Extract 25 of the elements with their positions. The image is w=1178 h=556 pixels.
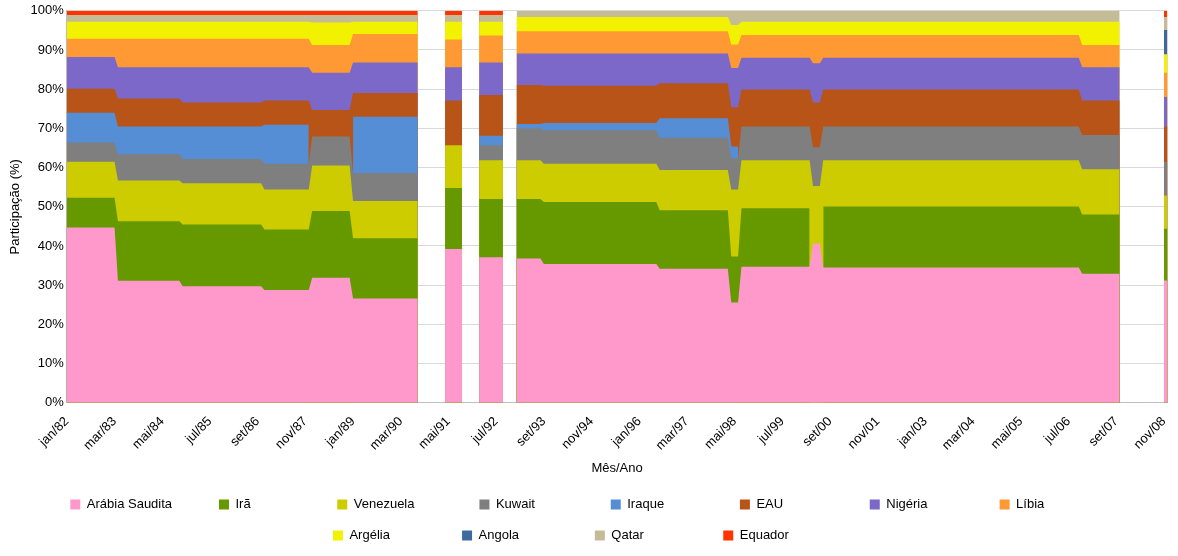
legend-label: Nigéria (886, 496, 982, 512)
legend-label: Argélia (349, 527, 445, 543)
legend-label: Líbia (1016, 496, 1106, 512)
y-tick-label: 30% (37, 276, 65, 292)
x-axis-title: Mês/Ano (591, 459, 643, 475)
y-tick-label: 80% (37, 80, 65, 96)
legend-label: Kuwait (495, 496, 593, 512)
y-tick-label: 40% (37, 237, 65, 253)
y-tick-label: 70% (37, 119, 65, 135)
y-tick-label: 0% (45, 394, 65, 410)
legend-label: Angola (478, 527, 577, 543)
legend-label: Qatar (611, 527, 706, 543)
y-axis-title: Participação (%) (7, 159, 23, 255)
y-tick-label: 20% (37, 315, 65, 331)
y-tick-label: 90% (37, 41, 65, 57)
legend-label: Arábia Saudita (86, 496, 201, 512)
legend-label: EAU (756, 496, 852, 512)
y-tick-label: 50% (37, 198, 65, 214)
y-tick-label: 10% (37, 355, 65, 371)
y-tick-label: 100% (30, 2, 65, 18)
y-tick-label: 60% (37, 159, 65, 175)
legend-label: Irã (235, 496, 320, 512)
legend-label: Iraque (627, 496, 722, 512)
legend-label: Equador (739, 527, 844, 543)
legend-label: Venezuela (353, 496, 462, 512)
